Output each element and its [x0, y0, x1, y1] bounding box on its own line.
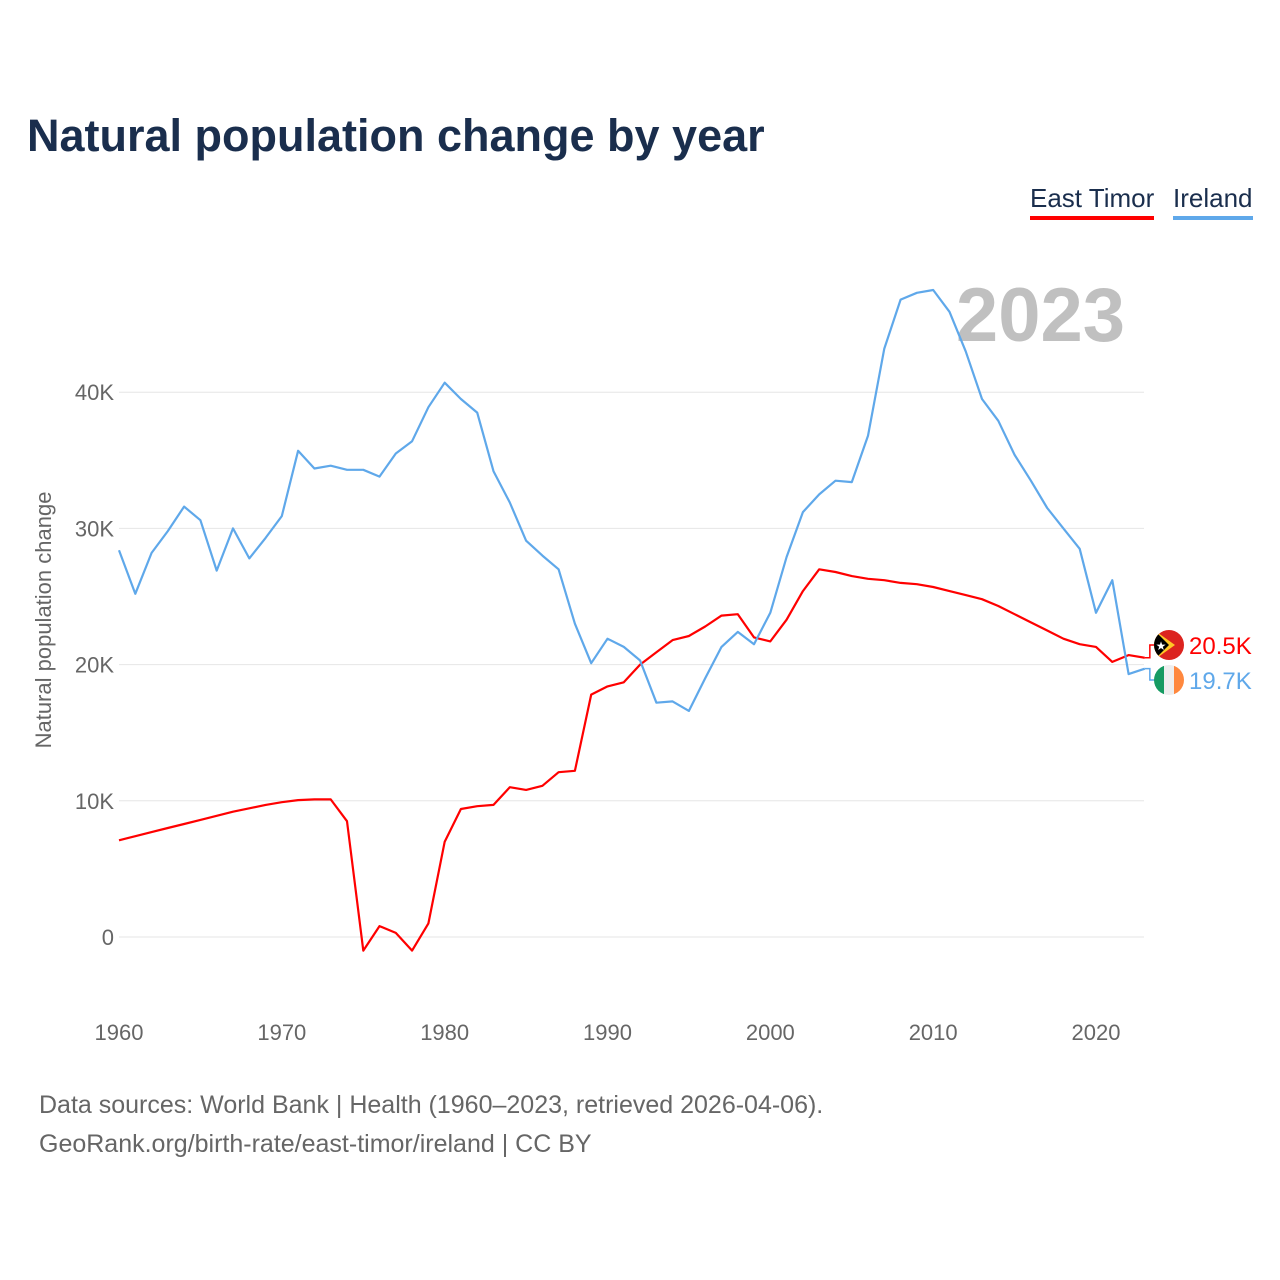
y-tick-label: 30K: [75, 516, 114, 541]
svg-text:★: ★: [1156, 639, 1167, 653]
x-tick-label: 2000: [746, 1020, 795, 1045]
x-tick-label: 1980: [420, 1020, 469, 1045]
series-line-ireland: [117, 288, 1146, 713]
chart-title: Natural population change by year: [27, 110, 765, 161]
y-tick-label: 40K: [75, 380, 114, 405]
x-tick-label: 1970: [257, 1020, 306, 1045]
ireland-flag-icon: [1154, 665, 1184, 695]
footer-sources: Data sources: World Bank | Health (1960–…: [39, 1091, 824, 1119]
east-timor-flag-icon: ★: [1154, 630, 1184, 660]
x-tick-label: 1990: [583, 1020, 632, 1045]
end-value-label: 20.5K: [1189, 633, 1252, 660]
footer-link[interactable]: GeoRank.org/birth-rate/east-timor/irelan…: [39, 1130, 592, 1158]
y-axis-label: Natural population change: [31, 492, 56, 749]
year-watermark: 2023: [956, 273, 1125, 358]
y-tick-label: 0: [102, 925, 114, 950]
series-line-east-timor: [118, 568, 1145, 952]
x-tick-label: 1960: [95, 1020, 144, 1045]
y-tick-label: 20K: [75, 653, 114, 678]
x-tick-label: 2020: [1072, 1020, 1121, 1045]
end-connector: [1144, 667, 1157, 681]
y-tick-label: 10K: [75, 789, 114, 814]
end-connector: [1144, 644, 1157, 659]
end-value-label: 19.7K: [1189, 668, 1252, 695]
footer: Data sources: World Bank | Health (1960–…: [39, 1086, 823, 1164]
legend-ireland[interactable]: Ireland: [1173, 183, 1253, 220]
legend-east-timor[interactable]: East Timor: [1030, 183, 1155, 220]
x-tick-label: 2010: [909, 1020, 958, 1045]
